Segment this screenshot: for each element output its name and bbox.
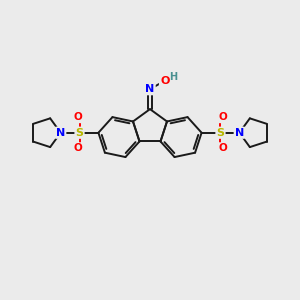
Text: N: N xyxy=(56,128,65,138)
Text: S: S xyxy=(76,128,83,138)
Text: O: O xyxy=(218,143,227,153)
Text: H: H xyxy=(169,72,177,82)
Text: O: O xyxy=(160,76,169,86)
Text: O: O xyxy=(73,112,82,122)
Text: N: N xyxy=(146,84,154,94)
Text: O: O xyxy=(73,143,82,153)
Text: N: N xyxy=(235,128,244,138)
Text: S: S xyxy=(217,128,224,138)
Text: O: O xyxy=(218,112,227,122)
